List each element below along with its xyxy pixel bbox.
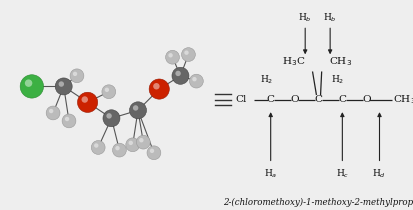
Circle shape: [112, 143, 126, 157]
Text: O: O: [361, 95, 370, 104]
Circle shape: [128, 141, 133, 145]
Circle shape: [181, 48, 195, 62]
Circle shape: [55, 78, 72, 95]
Circle shape: [94, 143, 98, 148]
Circle shape: [147, 146, 160, 160]
Circle shape: [136, 135, 150, 149]
Text: H$_b$: H$_b$: [323, 12, 336, 24]
Circle shape: [149, 79, 169, 99]
Circle shape: [192, 77, 196, 81]
Circle shape: [59, 81, 64, 87]
Circle shape: [102, 85, 115, 99]
Text: CH$_3$: CH$_3$: [392, 93, 413, 106]
Text: H$_2$: H$_2$: [331, 74, 344, 87]
Text: H$_a$: H$_a$: [263, 167, 277, 180]
Text: C: C: [337, 95, 346, 104]
Circle shape: [46, 106, 60, 120]
Text: O: O: [290, 95, 298, 104]
Text: H$_3$C: H$_3$C: [281, 55, 304, 68]
Circle shape: [115, 146, 119, 150]
Text: Cl: Cl: [235, 95, 246, 104]
Text: H$_c$: H$_c$: [335, 167, 348, 180]
Circle shape: [184, 50, 188, 55]
Text: CH$_3$: CH$_3$: [328, 55, 351, 68]
Circle shape: [81, 96, 88, 103]
Circle shape: [73, 72, 77, 76]
Circle shape: [104, 88, 109, 92]
Circle shape: [189, 74, 203, 88]
Circle shape: [65, 117, 69, 121]
Circle shape: [103, 110, 120, 127]
Text: H$_2$: H$_2$: [259, 74, 273, 87]
Circle shape: [62, 114, 76, 128]
Circle shape: [175, 71, 180, 76]
Circle shape: [91, 140, 105, 154]
Circle shape: [49, 109, 53, 113]
Circle shape: [165, 50, 179, 64]
Circle shape: [133, 105, 138, 111]
Circle shape: [106, 113, 112, 119]
Circle shape: [77, 92, 97, 112]
Text: H$_d$: H$_d$: [372, 167, 386, 180]
Circle shape: [129, 102, 146, 119]
Circle shape: [126, 138, 139, 152]
Circle shape: [168, 53, 172, 58]
Text: 2-(chloromethoxy)-1-methoxy-2-methylpropane: 2-(chloromethoxy)-1-methoxy-2-methylprop…: [223, 198, 413, 207]
Text: H$_b$: H$_b$: [298, 12, 311, 24]
Circle shape: [139, 138, 143, 142]
Text: C: C: [314, 95, 322, 104]
Circle shape: [153, 83, 159, 89]
Text: C: C: [266, 95, 274, 104]
Circle shape: [25, 79, 32, 87]
Circle shape: [171, 67, 188, 84]
Circle shape: [20, 75, 43, 98]
Circle shape: [150, 149, 154, 153]
Circle shape: [70, 69, 84, 83]
